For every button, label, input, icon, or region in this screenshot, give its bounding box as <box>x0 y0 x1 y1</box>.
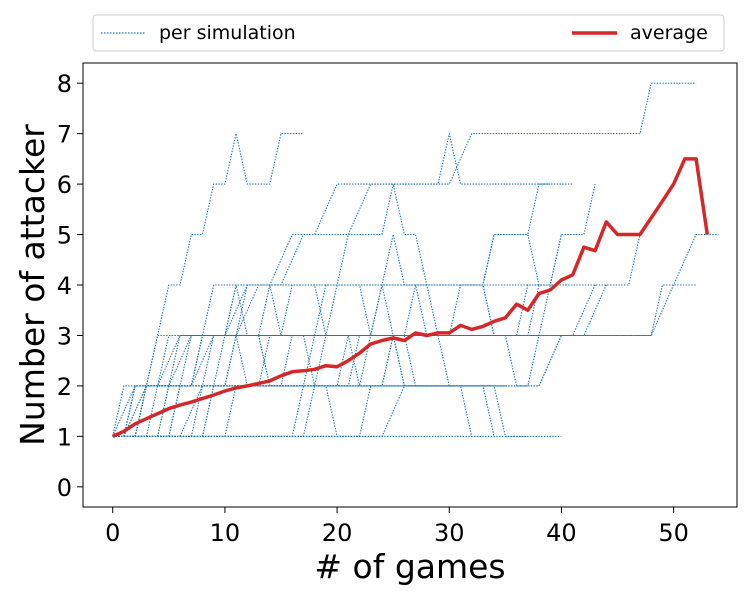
legend-per-simulation-label: per simulation <box>159 22 296 44</box>
simulation-line-18 <box>112 284 450 437</box>
y-tick-label: 4 <box>57 272 72 300</box>
y-tick-label: 8 <box>57 70 72 98</box>
simulation-line-9 <box>112 284 540 437</box>
legend-frame <box>92 14 725 52</box>
per-simulation-lines <box>112 82 719 437</box>
y-tick-label: 2 <box>57 373 72 401</box>
simulation-line-25 <box>112 385 483 437</box>
y-axis-ticks: 0 1 2 3 4 5 6 7 8 <box>57 70 83 502</box>
y-tick-label: 6 <box>57 171 72 199</box>
y-tick-label: 1 <box>57 423 72 451</box>
x-axis-label: # of games <box>314 547 505 586</box>
y-tick-label: 7 <box>57 121 72 149</box>
simulation-line-23 <box>112 385 338 437</box>
y-tick-label: 0 <box>57 474 72 502</box>
x-tick-label: 0 <box>105 519 120 547</box>
average-line <box>111 157 710 438</box>
simulation-line-7 <box>112 284 596 437</box>
simulation-line-2 <box>112 82 697 437</box>
x-axis-ticks: 0 10 20 30 40 50 <box>105 507 689 547</box>
y-axis-label: Number of attacker <box>13 124 52 446</box>
simulation-line-27 <box>112 284 697 437</box>
simulation-line-3 <box>112 133 573 437</box>
x-tick-label: 50 <box>658 519 689 547</box>
x-tick-label: 20 <box>322 519 353 547</box>
legend-average-label: average <box>630 22 708 44</box>
y-tick-label: 5 <box>57 222 72 250</box>
x-tick-label: 10 <box>210 519 241 547</box>
simulation-line-17 <box>112 284 562 437</box>
simulation-line-12 <box>112 284 607 437</box>
simulation-line-21 <box>112 385 382 437</box>
simulation-line-1 <box>112 133 304 437</box>
x-tick-label: 30 <box>434 519 465 547</box>
x-tick-label: 40 <box>546 519 577 547</box>
legend: per simulation average <box>92 14 725 52</box>
average-line-group <box>111 157 710 438</box>
y-tick-label: 3 <box>57 322 72 350</box>
simulation-line-10 <box>112 284 573 437</box>
